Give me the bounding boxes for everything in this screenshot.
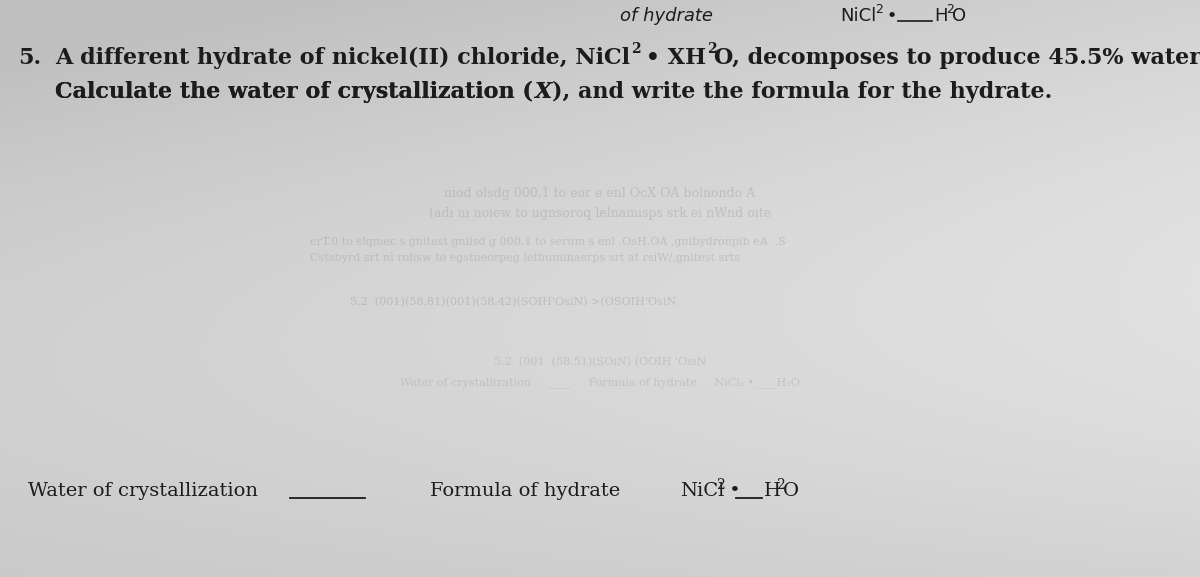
- Text: X: X: [534, 81, 551, 103]
- Text: Calculate the water of crystallization (: Calculate the water of crystallization (: [55, 81, 533, 103]
- Text: •: •: [722, 482, 740, 500]
- Text: 5.2  (001)(58.81)(001)(58.42)(SOIH'OsiN) >(OSOIH'OsiN: 5.2 (001)(58.81)(001)(58.42)(SOIH'OsiN) …: [350, 297, 677, 308]
- Text: erT.0 to slqmec s gnitest gnilsd g 000.1 to serum s enl .OsH.OA ,gnibydronpib eA: erT.0 to slqmec s gnitest gnilsd g 000.1…: [310, 237, 786, 247]
- Text: (adi ni noiew to ugnsoroq lelnamisps srk ei nWnd oite: (adi ni noiew to ugnsoroq lelnamisps srk…: [428, 207, 772, 220]
- Text: 2: 2: [707, 42, 716, 56]
- Text: 5.: 5.: [18, 47, 41, 69]
- Text: O: O: [952, 7, 966, 25]
- Text: niod olsdg 000.1 to eor e enl OcX OA bolnondo A: niod olsdg 000.1 to eor e enl OcX OA bol…: [444, 187, 756, 200]
- Text: O: O: [784, 482, 799, 500]
- Text: H: H: [764, 482, 781, 500]
- Text: of hydrate: of hydrate: [620, 7, 713, 25]
- Text: 2: 2: [716, 478, 725, 492]
- Text: Formula of hydrate: Formula of hydrate: [430, 482, 620, 500]
- Text: 2: 2: [946, 3, 954, 16]
- Text: X: X: [534, 81, 551, 103]
- Text: ), and write the formula for the hydrate.: ), and write the formula for the hydrate…: [552, 81, 1052, 103]
- Text: 2: 2: [776, 478, 785, 492]
- Text: 5.2  (001  (58.51)(SOiN) (OOIH 'OsiN: 5.2 (001 (58.51)(SOiN) (OOIH 'OsiN: [494, 357, 706, 368]
- Text: •: •: [881, 7, 898, 25]
- Text: 2: 2: [875, 3, 883, 16]
- Text: O, decomposes to produce 45.5% water.: O, decomposes to produce 45.5% water.: [714, 47, 1200, 69]
- Text: Water of crystallization     ____     Formula of hydrate     NiCl₂ •____H₂O: Water of crystallization ____ Formula of…: [400, 377, 800, 388]
- Text: Calculate the water of crystallization (: Calculate the water of crystallization (: [55, 81, 533, 103]
- Text: Cstsbyrd srt ni rolisw to egstneorpeg lethuminaerps srt at rsiW/,gnitest srts: Cstsbyrd srt ni rolisw to egstneorpeg le…: [310, 253, 740, 263]
- Text: Water of crystallization: Water of crystallization: [28, 482, 258, 500]
- Text: 2: 2: [631, 42, 641, 56]
- Text: NiCl: NiCl: [680, 482, 725, 500]
- Text: H: H: [934, 7, 948, 25]
- Text: A different hydrate of nickel(II) chloride, NiCl: A different hydrate of nickel(II) chlori…: [55, 47, 630, 69]
- Text: • XH: • XH: [638, 47, 706, 69]
- Text: NiCl: NiCl: [840, 7, 876, 25]
